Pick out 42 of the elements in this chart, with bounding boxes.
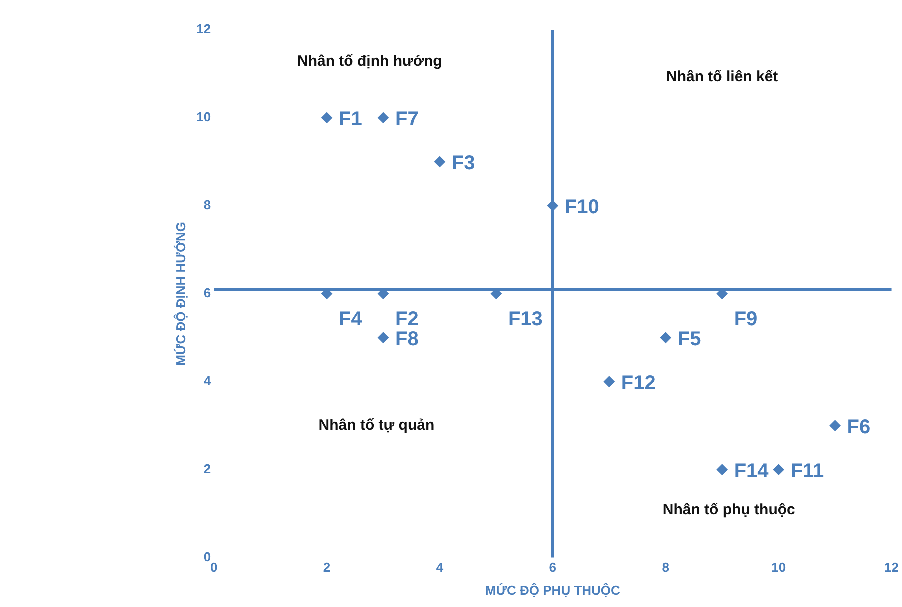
annotation: F4 [339,308,364,330]
annotation: Nhân tố phụ thuộc [662,501,796,518]
point [378,112,389,124]
y-tick-label: 4 [204,373,212,388]
annotation: F12 [621,372,656,394]
point [830,420,841,432]
y-tick-label: 12 [196,22,212,37]
annotation: F10 [564,196,600,218]
point [604,376,615,388]
point [660,332,672,344]
x-tick-label: 4 [436,560,444,576]
y-tick-label: 10 [196,110,212,125]
y-tick-label: 8 [204,198,212,213]
annotation: F1 [339,108,362,130]
x-axis-title: MỨC ĐỘ PHỤ THUỘC [485,582,622,598]
annotation: F8 [395,328,419,350]
point [378,332,389,344]
point [773,464,784,476]
annotation: Nhân tố định hướng [298,52,442,70]
annotation: F13 [508,308,543,330]
y-tick-label: 0 [204,549,212,564]
annotation: Nhân tố liên kết [666,68,778,86]
x-tick-label: 6 [549,560,557,576]
annotation: F3 [452,152,476,174]
point [322,112,333,124]
annotation: F6 [847,416,871,438]
x-tick-label: 8 [662,560,670,576]
point [434,156,446,168]
y-tick-label: 2 [204,461,212,476]
annotation: F9 [734,308,758,330]
annotation: F14 [734,460,770,482]
x-tick-label: 12 [884,560,900,576]
annotation: F5 [678,328,702,350]
annotation: Nhân tố tự quản [318,416,435,434]
annotation: F7 [395,108,419,130]
annotation: F2 [395,308,419,330]
y-axis-title: MỨC ĐỘ ĐỊNH HƯỚNG [173,222,188,366]
y-tick-label: 6 [204,285,212,300]
annotation: F11 [790,460,824,482]
point [716,464,728,476]
x-tick-label: 10 [772,560,786,576]
x-tick-label: 2 [323,560,331,576]
